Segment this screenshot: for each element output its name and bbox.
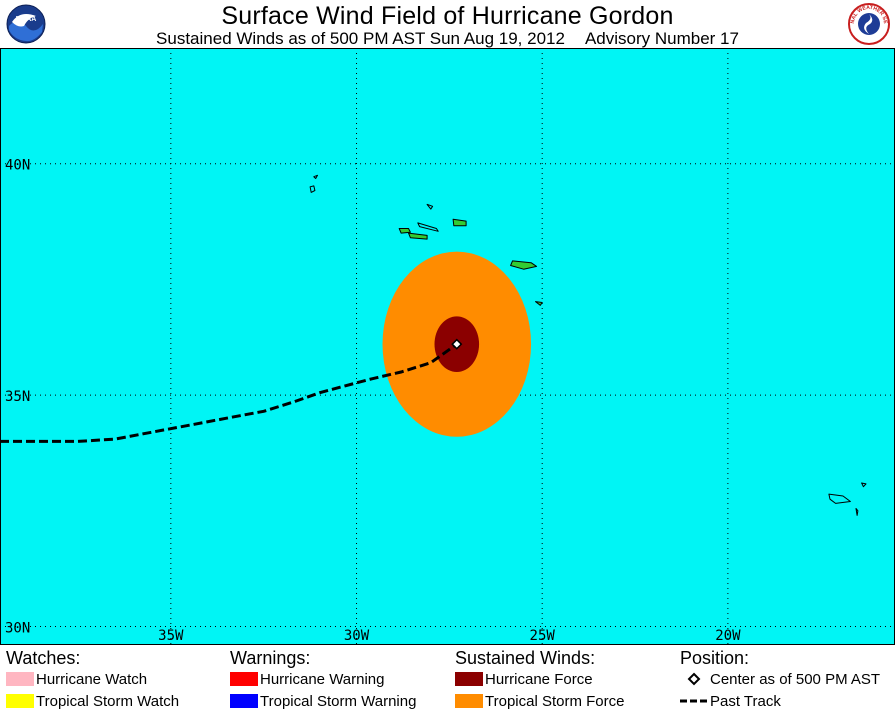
tropical-storm-warning-swatch	[230, 694, 258, 708]
legend-label: Hurricane Warning	[260, 671, 385, 688]
legend-label: Tropical Storm Watch	[36, 693, 180, 710]
legend-label: Tropical Storm Force	[485, 693, 625, 710]
tropical-storm-force-swatch	[455, 694, 483, 708]
legend-hurricane-watch: Hurricane Watch	[6, 671, 206, 689]
page-subtitle: Sustained Winds as of 500 PM AST Sun Aug…	[0, 29, 895, 48]
longitude-label: 35W	[158, 628, 184, 644]
island-outline	[828, 493, 851, 504]
legend-label: Hurricane Watch	[36, 671, 148, 688]
legend-label: Past Track	[710, 693, 781, 710]
legend-hurricane-force: Hurricane Force	[455, 671, 655, 689]
tropical-storm-watch-swatch	[6, 694, 34, 708]
legend-position-heading: Position:	[680, 648, 750, 668]
hurricane-watch-swatch	[6, 672, 34, 686]
axis-labels: 40N 35N 30N 35W 30W 25W 20W	[5, 158, 741, 644]
legend-past-track: Past Track	[680, 693, 890, 711]
svg-text:NOAA: NOAA	[16, 16, 37, 23]
header: NOAA Surface Wind Field of Hurricane Gor…	[0, 0, 895, 48]
legend-tropical-storm-warning: Tropical Storm Warning	[230, 693, 440, 711]
nws-logo: NATIONAL WEATHER SERVICE	[848, 3, 890, 45]
hurricane-warning-swatch	[230, 672, 258, 686]
longitude-label: 25W	[530, 628, 556, 644]
island-outline	[398, 228, 411, 234]
storm-center-marker	[451, 338, 463, 350]
latitude-label: 35N	[5, 389, 30, 405]
legend-watches-heading: Watches:	[6, 648, 81, 668]
diamond-icon	[687, 672, 701, 686]
hurricane-force-swatch	[455, 672, 483, 686]
legend-label: Hurricane Force	[485, 671, 593, 688]
island-outline	[510, 260, 538, 270]
track-layer	[0, 338, 463, 443]
graticule	[0, 48, 895, 645]
longitude-label: 30W	[344, 628, 370, 644]
island-outline	[855, 508, 859, 516]
legend-tropical-storm-watch: Tropical Storm Watch	[6, 693, 206, 711]
longitude-label: 20W	[715, 628, 741, 644]
subtitle-advisory: Advisory Number 17	[584, 29, 739, 48]
island-outline	[309, 185, 316, 193]
subtitle-time: Sustained Winds as of 500 PM AST Sun Aug…	[156, 29, 565, 48]
noaa-logo: NOAA	[6, 4, 46, 44]
islands-layer	[309, 174, 867, 516]
legend-tropical-storm-force: Tropical Storm Force	[455, 693, 655, 711]
legend-center-position: Center as of 500 PM AST	[680, 671, 890, 689]
page-title: Surface Wind Field of Hurricane Gordon	[221, 2, 674, 30]
past-track-line	[0, 342, 458, 443]
legend-label: Center as of 500 PM AST	[710, 671, 881, 688]
island-outline	[313, 174, 318, 179]
legend-label: Tropical Storm Warning	[260, 693, 417, 710]
legend-winds-heading: Sustained Winds:	[455, 648, 596, 668]
island-outline	[452, 218, 467, 227]
island-outline	[426, 203, 434, 210]
island-outline	[408, 232, 428, 240]
legend: Watches: Hurricane Watch Tropical Storm …	[0, 645, 895, 716]
dashed-line-icon	[680, 699, 708, 703]
island-outline	[417, 222, 439, 232]
island-outline	[861, 482, 867, 488]
latitude-label: 40N	[5, 158, 30, 174]
latitude-label: 30N	[5, 620, 30, 636]
island-outline	[535, 301, 543, 306]
legend-warnings-heading: Warnings:	[230, 648, 311, 668]
legend-hurricane-warning: Hurricane Warning	[230, 671, 440, 689]
wind-field-map: 40N 35N 30N 35W 30W 25W 20W	[0, 48, 895, 645]
